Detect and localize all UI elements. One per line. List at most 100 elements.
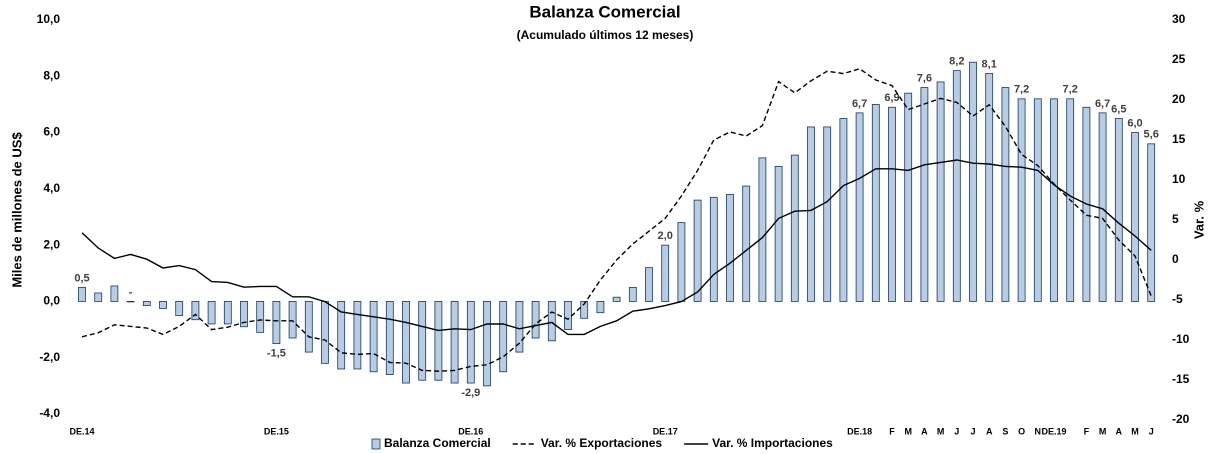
x-tick-label: J: [970, 426, 975, 436]
value-label: 7,2: [1063, 84, 1078, 96]
bar: [1050, 98, 1058, 302]
bar: [94, 292, 103, 302]
bar: [677, 222, 686, 302]
bar: [515, 301, 524, 353]
value-label: -1,5: [267, 348, 286, 360]
value-label: -: [129, 286, 133, 298]
value-label: 6,7: [852, 98, 867, 110]
y-tick-label: 0,0: [43, 294, 60, 308]
y2-axis-title: Var. %: [1191, 200, 1206, 239]
bar: [321, 301, 329, 364]
value-label: 8,2: [949, 56, 964, 68]
y-tick-label: 8,0: [43, 68, 60, 82]
bar: [547, 301, 556, 342]
x-tick-label: F: [889, 426, 895, 436]
bar: [434, 301, 443, 381]
bar: [126, 301, 135, 303]
legend-label: Balanza Comercial: [384, 436, 491, 450]
value-label: -2,9: [461, 387, 480, 399]
y2-tick-label: -5: [1172, 292, 1183, 306]
bar: [256, 301, 265, 333]
x-tick-label: N: [1035, 426, 1042, 436]
value-label: 6,0: [1127, 117, 1142, 129]
x-tick-label: DE.15: [264, 426, 289, 436]
value-label: 6,9: [884, 92, 899, 104]
y2-tick-label: -20: [1172, 412, 1190, 426]
bar: [742, 185, 751, 302]
y2-tick-label: 30: [1172, 12, 1186, 26]
x-tick-label: DE.14: [69, 426, 94, 436]
bar: [628, 286, 637, 302]
bar: [904, 92, 913, 302]
bar: [402, 301, 410, 384]
bar: [774, 165, 783, 302]
value-label: 8,1: [982, 58, 997, 70]
bar: [483, 301, 491, 387]
bar: [1017, 98, 1026, 302]
y2-tick-label: -10: [1172, 332, 1190, 346]
bar: [758, 157, 767, 302]
bar: [175, 301, 184, 316]
bar: [661, 244, 670, 302]
y-tick-label: -4,0: [39, 406, 60, 420]
bar: [1114, 118, 1123, 302]
bar: [564, 301, 572, 330]
y-tick-label: 10,0: [37, 12, 61, 26]
bar: [288, 301, 297, 339]
bar: [936, 81, 945, 302]
value-label: 0,5: [74, 272, 89, 284]
y-tick-label: 4,0: [43, 181, 60, 195]
bar: [1131, 132, 1139, 302]
bar: [871, 104, 880, 302]
bar: [450, 301, 459, 384]
legend-label: Var. % Importaciones: [712, 436, 833, 450]
y2-tick-label: 10: [1172, 172, 1186, 186]
x-tick-label: A: [1116, 426, 1123, 436]
bar: [985, 73, 994, 302]
y2-tick-label: 15: [1172, 132, 1186, 146]
bar: [807, 126, 815, 302]
x-tick-label: J: [954, 426, 959, 436]
bar: [709, 196, 718, 302]
value-label: 5,6: [1144, 129, 1159, 141]
x-tick-label: DE.17: [653, 426, 678, 436]
y2-tick-label: 5: [1172, 212, 1179, 226]
bar: [142, 301, 151, 307]
bar: [78, 286, 86, 302]
bar: [645, 267, 653, 302]
x-tick-label: J: [1149, 426, 1154, 436]
bar: [304, 301, 313, 353]
bar: [418, 301, 427, 381]
y-axis-title: Miles de millones de US$: [9, 132, 24, 288]
bar: [159, 301, 167, 309]
bar: [596, 301, 605, 314]
bar: [1033, 98, 1042, 302]
y2-tick-label: 20: [1172, 92, 1186, 106]
bar: [580, 301, 589, 319]
x-tick-label: F: [1084, 426, 1090, 436]
bar: [385, 301, 394, 375]
bar: [888, 106, 896, 302]
bar: [207, 301, 216, 325]
bar: [693, 199, 702, 302]
bar: [466, 301, 475, 384]
x-tick-label: O: [1018, 426, 1025, 436]
x-tick-label: DE.16: [458, 426, 483, 436]
bar: [272, 301, 281, 345]
bar: [1001, 87, 1010, 302]
bar: [855, 112, 864, 302]
bar: [369, 301, 378, 373]
bar: [1147, 143, 1156, 302]
x-tick-label: A: [986, 426, 993, 436]
legend-label: Var. % Exportaciones: [541, 436, 663, 450]
y2-tick-label: 0: [1172, 252, 1179, 266]
x-tick-label: M: [937, 426, 945, 436]
value-label: 7,2: [1014, 84, 1029, 96]
x-tick-label: S: [1002, 426, 1008, 436]
x-tick-label: M: [904, 426, 912, 436]
bar: [612, 296, 621, 302]
y2-tick-label: 25: [1172, 52, 1186, 66]
bar: [969, 61, 977, 302]
chart-subtitle: (Acumulado últimos 12 meses): [517, 28, 694, 42]
